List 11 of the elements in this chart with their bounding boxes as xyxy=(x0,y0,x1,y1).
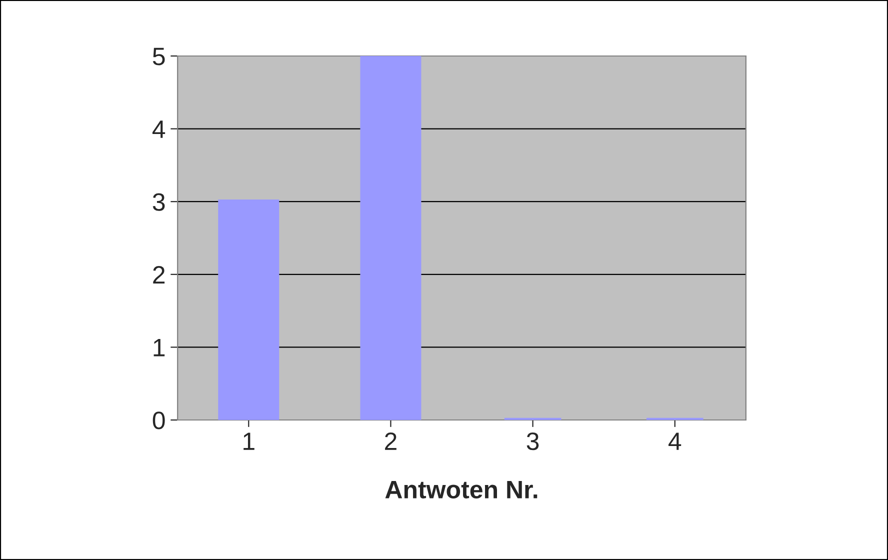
y-tick-label: 5 xyxy=(152,48,165,66)
x-tick-label: 2 xyxy=(385,432,396,450)
y-tick-label: 4 xyxy=(152,120,166,138)
y-tick-label: 1 xyxy=(154,339,165,356)
x-axis-title: Antwoten Nr. xyxy=(385,481,538,498)
y-tick-label: 3 xyxy=(152,193,165,211)
y-tick-label: 2 xyxy=(153,266,165,284)
x-tick-label: 1 xyxy=(244,432,254,450)
y-tick-label: 0 xyxy=(152,412,165,430)
x-tick-label: 3 xyxy=(526,432,539,450)
x-tick-label: 4 xyxy=(668,432,682,450)
